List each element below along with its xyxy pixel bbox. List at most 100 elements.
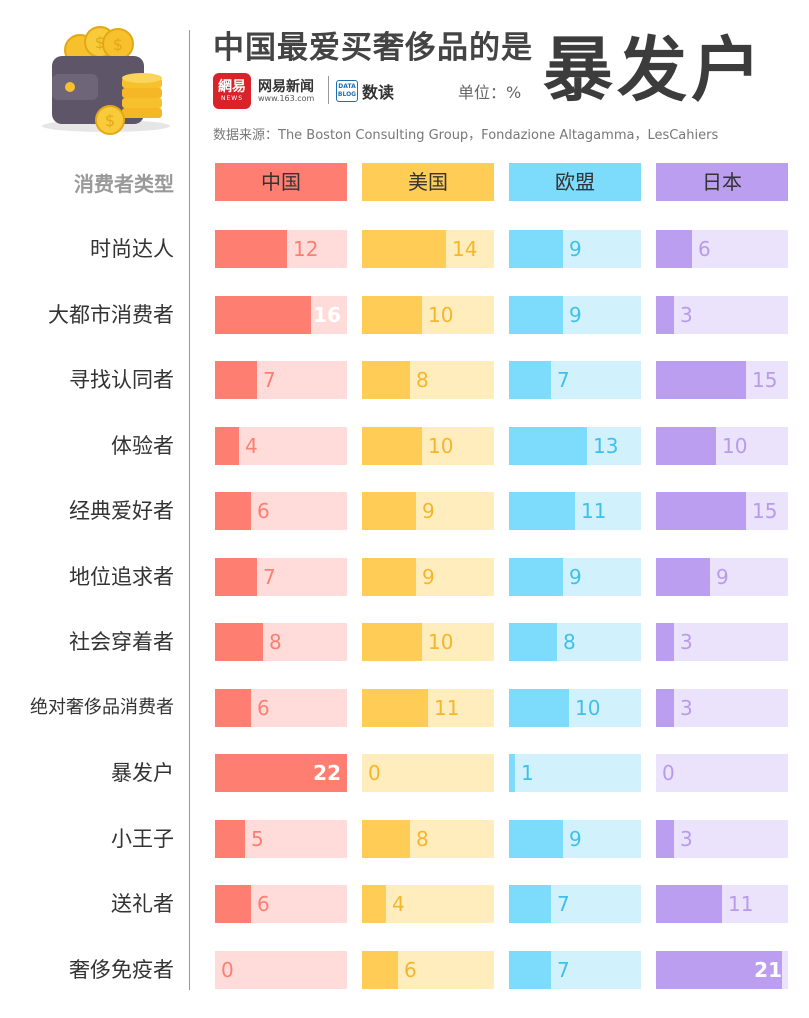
category-label: 体验者 [111,433,174,458]
bar-value-label: 9 [569,237,582,261]
bar-usa [362,950,398,989]
bar-eu [509,819,563,858]
unit-label: 单位：% [458,83,522,102]
bar-usa [362,230,446,268]
bar-track-china: 8 [215,623,347,661]
bar-track-eu: 11 [509,492,641,530]
bar-track-china: 7 [215,557,347,596]
bar-track-china: 12 [215,230,347,268]
bar-usa [362,295,422,334]
bar-japan [656,688,674,727]
bar-value-label: 6 [257,499,270,523]
bar-value-label: 10 [428,302,454,327]
bar-value-label: 11 [581,499,607,523]
bar-track-eu: 9 [509,557,641,596]
bar-track-eu: 1 [509,754,641,792]
bar-track-japan: 3 [656,295,788,334]
bar-value-label: 6 [404,957,417,982]
bar-track-eu: 7 [509,950,641,989]
bar-track-eu: 9 [509,295,641,334]
bar-track-japan: 15 [656,492,788,530]
bar-value-label: 10 [428,630,454,654]
bar-value-label: 6 [698,237,711,261]
bar-value-label: 16 [313,302,341,327]
bar-track-usa: 11 [362,688,494,727]
bar-value-label: 1 [521,761,534,785]
bar-track-china: 7 [215,361,347,399]
category-label: 奢侈免疫者 [69,957,174,982]
bar-eu [509,492,575,530]
bar-track-usa: 10 [362,623,494,661]
bar-track-eu: 9 [509,230,641,268]
bar-track-usa: 9 [362,557,494,596]
bar-eu [509,426,587,465]
bar-eu [509,623,557,661]
bar-value-label: 7 [263,368,276,392]
bar-china [215,885,251,923]
bar-japan [656,885,722,923]
bar-china [215,754,347,792]
bar-japan [656,361,746,399]
wallet-coins-icon: $ $ $ [42,26,170,135]
netease-logo: 網易 NEWS [213,73,251,109]
bar-japan [656,557,710,596]
chart-title-highlight: 暴发户 [543,29,765,111]
bar-value-label: 5 [251,826,264,851]
bar-track-usa: 8 [362,819,494,858]
bar-value-label: 11 [434,695,460,720]
bar-japan [656,295,674,334]
bar-track-china: 4 [215,426,347,465]
bar-value-label: 7 [263,564,276,589]
bar-track-eu: 9 [509,819,641,858]
bar-japan [656,230,692,268]
bar-china [215,492,251,530]
svg-text:$: $ [105,111,115,130]
bar-track-japan: 3 [656,623,788,661]
bar-china [215,688,251,727]
category-label: 寻找认同者 [69,368,174,392]
bar-value-label: 9 [716,564,729,589]
bar-china [215,819,245,858]
bar-value-label: 21 [754,957,782,982]
bar-value-label: 8 [269,630,282,654]
bar-track-eu: 13 [509,426,641,465]
bar-eu [509,754,515,792]
bar-value-label: 7 [557,368,570,392]
bar-value-label: 4 [245,433,258,458]
bar-value-label: 3 [680,630,693,654]
bar-eu [509,885,551,923]
bar-japan [656,426,716,465]
bar-value-label: 7 [557,957,570,982]
category-label: 经典爱好者 [69,499,174,523]
bar-china [215,623,263,661]
bar-japan [656,950,782,989]
bar-value-label: 0 [368,761,381,785]
bar-track-eu: 8 [509,623,641,661]
bar-value-label: 22 [313,761,341,785]
bar-track-usa: 10 [362,426,494,465]
bar-usa [362,623,422,661]
bar-track-japan: 10 [656,426,788,465]
brand-separator [328,76,329,104]
bar-china [215,426,239,465]
bar-japan [656,623,674,661]
bar-track-usa: 4 [362,885,494,923]
bar-track-china: 6 [215,688,347,727]
category-label: 暴发户 [111,761,174,785]
bar-track-usa: 10 [362,295,494,334]
bar-track-china: 6 [215,492,347,530]
bar-track-usa: 9 [362,492,494,530]
bar-track-japan: 21 [656,950,788,989]
bar-eu [509,950,551,989]
category-label: 社会穿着者 [69,630,174,654]
bar-value-label: 3 [680,695,693,720]
bar-track-japan: 9 [656,557,788,596]
bar-value-label: 0 [662,761,675,785]
bar-value-label: 9 [569,826,582,851]
vertical-divider [189,30,190,990]
bar-value-label: 6 [257,695,270,720]
bar-track-china: 5 [215,819,347,858]
bar-track-china: 16 [215,295,347,334]
bar-value-label: 9 [422,499,435,523]
bar-value-label: 12 [293,237,319,261]
